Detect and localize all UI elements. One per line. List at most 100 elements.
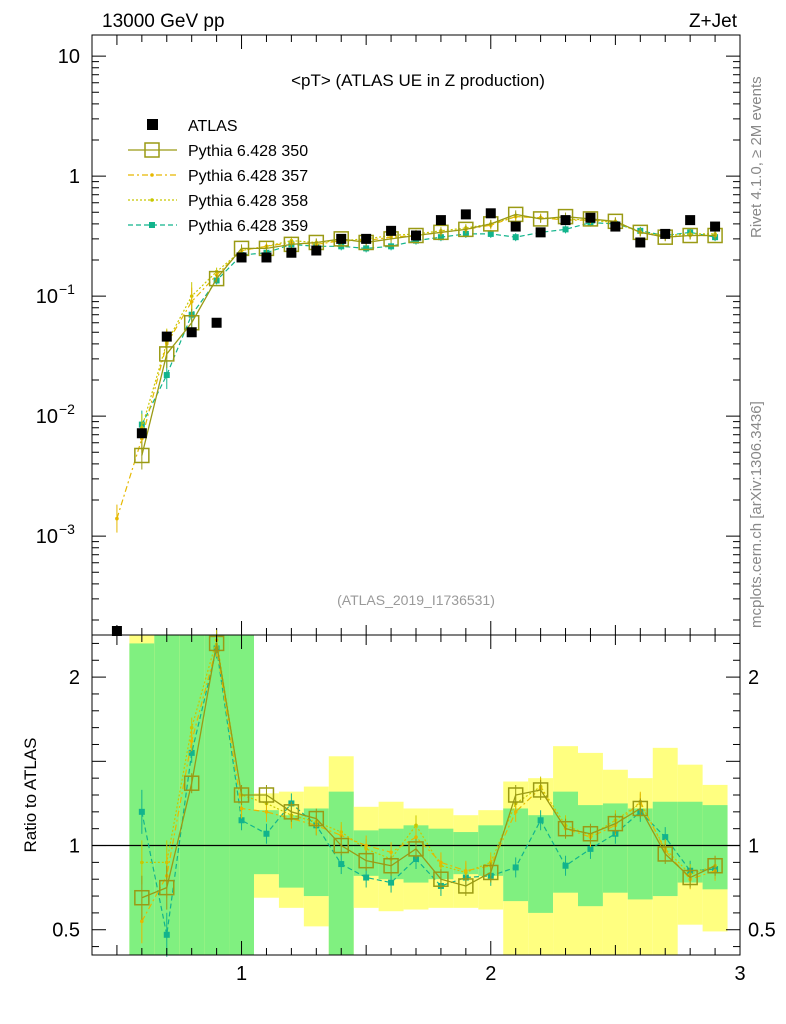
ratio-marks (134, 630, 723, 957)
ratio-point-s359 (363, 874, 370, 881)
data-point (435, 215, 446, 226)
ytick-exponent-main: −1 (59, 281, 75, 297)
main-point-s350 (682, 227, 698, 244)
data-point (161, 331, 172, 342)
ytick-label-ratio: 1 (69, 836, 80, 858)
ratio-point-s359 (512, 864, 519, 871)
ratio-plot: 0.5 0.5 1 1 2 2 1 2 3 Ratio to ATLAS (21, 630, 776, 985)
ratio-point-s350 (632, 800, 649, 817)
xtick-label: 1 (236, 963, 247, 985)
ratio-line-s350 (141, 643, 716, 899)
ratio-point-s359 (662, 834, 669, 841)
ratio-point-s358 (414, 823, 418, 828)
data-point (560, 215, 571, 226)
ratio-point-s350 (159, 879, 175, 896)
ytick-label-ratio-right: 2 (748, 667, 759, 689)
ratio-point-s350 (557, 820, 574, 837)
ratio-line-s359 (141, 648, 716, 935)
ratio-point-s350 (358, 852, 374, 869)
band-green (627, 808, 653, 900)
main-line-s350 (141, 213, 716, 456)
header-energy: 13000 GeV pp (102, 11, 225, 32)
ratio-point-s359 (537, 817, 544, 824)
data-point (610, 221, 621, 232)
ytick-label-ratio-right: 0.5 (748, 920, 776, 942)
ratio-point-s350 (258, 787, 275, 803)
data-point (386, 225, 397, 236)
ratio-point-s350 (283, 804, 300, 820)
legend-marker-s350 (144, 142, 160, 158)
ratio-point-s359 (188, 749, 195, 756)
ratio-point-s359 (238, 817, 245, 824)
data-point (460, 209, 471, 220)
main-marks (111, 206, 723, 636)
data-point (286, 247, 297, 258)
ratio-point-s359 (338, 861, 345, 868)
legend-entry-s358: Pythia 6.428 358 (128, 193, 308, 210)
main-point-s350 (532, 211, 549, 227)
data-point (685, 215, 696, 226)
data-point (211, 317, 222, 328)
xtick-label: 3 (734, 963, 745, 985)
ratio-point-s350 (582, 825, 599, 842)
ratio-point-s350 (183, 775, 200, 791)
ratio-point-s350 (333, 837, 349, 854)
legend-entry-s359: Pythia 6.428 359 (128, 218, 308, 235)
data-point (261, 252, 272, 263)
data-point (635, 237, 646, 248)
ratio-point-s357 (339, 833, 344, 838)
ytick-label-main: 10 (58, 46, 80, 68)
ratio-point-s357 (189, 739, 194, 743)
main-point-s359 (487, 230, 494, 237)
mcplots-label: mcplots.cern.ch [arXiv:1306.3436] (748, 401, 765, 628)
main-point-s350 (333, 231, 349, 247)
legend-entry-data: ATLAS (147, 118, 238, 135)
ratio-point-s359 (587, 845, 594, 852)
main-point-s350 (433, 224, 449, 241)
ratio-point-s357 (239, 806, 244, 811)
ratio-ticks: 0.5 0.5 1 1 2 2 1 2 3 (52, 635, 776, 985)
ytick-label-main: 10 (36, 526, 58, 548)
ratio-point-s350 (134, 889, 150, 906)
legend-label: Pythia 6.428 358 (188, 193, 308, 210)
analysis-watermark: (ATLAS_2019_I1736531) (337, 592, 495, 608)
ratio-point-s357 (513, 810, 518, 814)
ratio-point-s358 (140, 860, 144, 865)
ytick-exponent-main: −3 (59, 521, 75, 537)
main-point-s359 (512, 234, 519, 241)
main-line-s357 (116, 215, 716, 519)
main-point-s359 (363, 245, 370, 252)
legend-label: Pythia 6.428 359 (188, 218, 308, 235)
legend-label: Pythia 6.428 357 (188, 168, 308, 185)
band-green (179, 635, 205, 955)
rivet-label: Rivet 4.1.0, ≥ 2M events (748, 76, 765, 238)
main-point-s359 (462, 230, 469, 237)
plot-title: <pT> (ATLAS UE in Z production) (291, 71, 545, 90)
main-point-s359 (562, 226, 569, 233)
data-point (411, 230, 421, 241)
ratio-point-s357 (364, 843, 368, 848)
ratio-point-s357 (264, 810, 269, 814)
ytick-exponent-main: −2 (59, 401, 75, 417)
ratio-point-s357 (389, 850, 393, 855)
ratio-point-s359 (163, 931, 170, 938)
ratio-point-s358 (189, 725, 194, 730)
ytick-label-ratio: 0.5 (52, 920, 80, 942)
ratio-point-s357 (414, 835, 418, 839)
main-point-s357 (189, 299, 194, 304)
ratio-point-s350 (233, 787, 250, 803)
legend-marker-data (147, 119, 158, 130)
ratio-point-s350 (682, 869, 698, 886)
main-point-s357 (115, 516, 119, 521)
data-point (585, 212, 596, 223)
ratio-point-s350 (458, 878, 474, 894)
data-point (136, 428, 147, 439)
ratio-point-s357 (140, 919, 144, 924)
ratio-line-s357 (141, 646, 716, 922)
data-point (485, 208, 496, 219)
ratio-ylabel: Ratio to ATLAS (21, 738, 40, 853)
ratio-point-s350 (707, 857, 723, 874)
